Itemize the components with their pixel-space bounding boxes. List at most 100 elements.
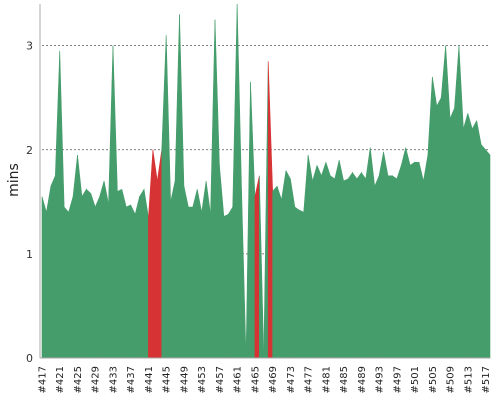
area-segment-511 [458, 45, 464, 359]
x-tick-label: #489 [357, 366, 368, 393]
area-segment-439 [139, 188, 145, 359]
area-segment-449 [183, 186, 189, 359]
area-segment-445 [165, 35, 171, 359]
area-segment-468 [267, 61, 273, 359]
area-segment-476 [303, 154, 309, 359]
y-tick-label: 2 [26, 144, 33, 157]
area-segment-496 [392, 175, 398, 359]
area-segment-417 [41, 196, 47, 359]
area-segment-451 [192, 189, 198, 359]
area-segment-494 [383, 151, 389, 359]
x-tick-label: #497 [392, 366, 403, 393]
area-segment-420 [55, 50, 61, 359]
area-segment-487 [352, 171, 358, 359]
area-segment-419 [50, 175, 56, 359]
area-segment-505 [432, 76, 438, 359]
area-segment-424 [72, 154, 78, 359]
y-tick-label: 1 [26, 248, 33, 261]
area-segment-442 [152, 149, 158, 359]
area-segment-440 [143, 189, 149, 359]
area-segment-429 [94, 196, 100, 359]
x-tick-label: #441 [144, 366, 155, 393]
y-axis-label: mins [6, 163, 22, 197]
area-segment-446 [170, 180, 176, 359]
y-tick-labels: 0 1 2 3 [26, 40, 33, 365]
y-tick-label: 3 [26, 40, 33, 53]
area-segment-479 [316, 165, 322, 359]
area-series [41, 3, 491, 359]
x-tick-label: #449 [179, 366, 190, 393]
area-segment-488 [356, 171, 362, 359]
area-segment-492 [374, 175, 380, 359]
area-segment-484 [338, 160, 344, 359]
area-segment-455 [210, 19, 216, 359]
axes [39, 4, 490, 359]
area-segment-474 [294, 206, 300, 359]
area-segment-458 [223, 213, 229, 359]
area-segment-516 [480, 143, 486, 359]
area-segment-501 [414, 161, 420, 359]
area-segment-456 [214, 19, 220, 359]
x-tick-label: #517 [481, 366, 492, 393]
area-segment-421 [59, 50, 65, 359]
area-segment-432 [108, 45, 114, 359]
area-segment-431 [103, 180, 109, 359]
area-segment-507 [440, 45, 446, 359]
area-segment-485 [343, 178, 349, 359]
x-tick-label: #437 [126, 366, 137, 393]
area-segment-495 [387, 175, 393, 359]
area-segment-466 [259, 175, 265, 359]
x-tick-labels: #417 #421 #425 #429 #433 #437 #441 #445 #449 #453… [38, 366, 493, 393]
area-segment-510 [454, 45, 460, 359]
area-segment-427 [86, 188, 92, 359]
area-segment-502 [418, 162, 424, 359]
area-segment-483 [334, 160, 340, 359]
x-tick-label: #425 [73, 366, 84, 393]
area-segment-491 [369, 147, 375, 359]
area-segment-480 [321, 162, 327, 359]
x-tick-label: #509 [446, 366, 457, 393]
area-segment-493 [378, 151, 384, 359]
area-segment-436 [125, 204, 132, 359]
area-segment-437 [130, 204, 136, 359]
x-tick-label: #457 [215, 366, 226, 393]
area-segment-434 [117, 188, 123, 359]
area-segment-459 [227, 205, 234, 359]
x-tick-label: #469 [268, 366, 279, 393]
area-segment-497 [396, 165, 402, 359]
area-segment-463 [245, 82, 251, 359]
area-segment-454 [205, 180, 211, 359]
area-segment-517 [485, 148, 491, 359]
area-segment-472 [285, 170, 291, 359]
area-segment-444 [161, 35, 167, 359]
x-tick-label: #481 [321, 366, 332, 393]
area-segment-486 [347, 171, 353, 359]
x-tick-label: #453 [197, 366, 208, 393]
area-segment-462 [241, 191, 247, 359]
area-segment-509 [449, 108, 455, 359]
x-tick-label: #473 [286, 366, 297, 393]
area-segment-453 [201, 180, 207, 359]
area-segment-500 [409, 161, 415, 359]
x-tick-label: #429 [91, 366, 102, 393]
y-tick-label: 0 [26, 352, 33, 365]
area-segment-498 [400, 147, 407, 359]
x-tick-label: #505 [428, 366, 439, 393]
area-segment-452 [196, 189, 202, 359]
area-segment-467 [263, 61, 269, 359]
area-segment-508 [445, 45, 451, 359]
area-segment-425 [77, 154, 83, 359]
area-segment-499 [405, 147, 411, 359]
x-tick-label: #501 [410, 366, 421, 393]
area-segment-477 [307, 154, 313, 359]
x-tick-label: #417 [38, 366, 49, 393]
area-segment-465 [254, 175, 260, 359]
x-tick-label: #493 [375, 366, 386, 393]
area-segment-435 [121, 189, 127, 359]
area-segment-515 [476, 120, 482, 359]
area-segment-441 [148, 149, 154, 359]
area-segment-460 [232, 3, 238, 359]
area-segment-475 [298, 209, 305, 359]
area-segment-464 [250, 82, 256, 359]
